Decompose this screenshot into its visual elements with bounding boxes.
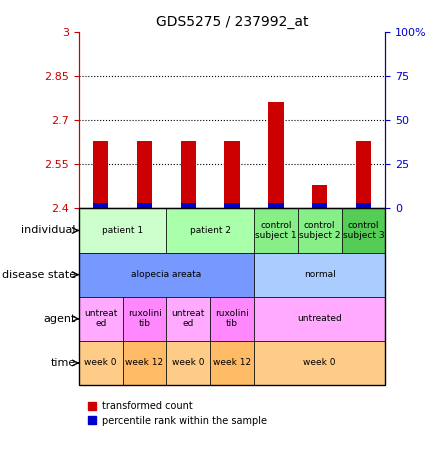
Text: untreat
ed: untreat ed bbox=[172, 309, 205, 328]
Bar bbox=[93, 203, 109, 208]
Text: week 12: week 12 bbox=[125, 358, 164, 367]
FancyBboxPatch shape bbox=[123, 297, 166, 341]
Bar bbox=[268, 203, 283, 208]
Text: patient 2: patient 2 bbox=[190, 226, 231, 235]
FancyBboxPatch shape bbox=[210, 341, 254, 385]
Bar bbox=[224, 140, 240, 208]
Bar bbox=[137, 203, 152, 208]
Text: ruxolini
tib: ruxolini tib bbox=[127, 309, 162, 328]
Text: individual: individual bbox=[21, 226, 76, 236]
Text: week 0: week 0 bbox=[304, 358, 336, 367]
FancyBboxPatch shape bbox=[166, 341, 210, 385]
FancyBboxPatch shape bbox=[166, 297, 210, 341]
Text: disease state: disease state bbox=[2, 270, 76, 280]
Text: normal: normal bbox=[304, 270, 336, 279]
Text: week 0: week 0 bbox=[172, 358, 205, 367]
FancyBboxPatch shape bbox=[79, 341, 123, 385]
Bar bbox=[137, 140, 152, 208]
Bar bbox=[312, 203, 327, 208]
Bar bbox=[312, 185, 327, 208]
Bar bbox=[180, 203, 196, 208]
FancyBboxPatch shape bbox=[254, 297, 385, 341]
FancyBboxPatch shape bbox=[254, 341, 385, 385]
Bar bbox=[180, 140, 196, 208]
Bar bbox=[356, 140, 371, 208]
Text: control
subject 2: control subject 2 bbox=[299, 221, 340, 240]
FancyBboxPatch shape bbox=[298, 208, 342, 252]
Text: alopecia areata: alopecia areata bbox=[131, 270, 201, 279]
FancyBboxPatch shape bbox=[79, 208, 166, 252]
FancyBboxPatch shape bbox=[210, 297, 254, 341]
Bar bbox=[93, 140, 109, 208]
Text: agent: agent bbox=[43, 314, 76, 324]
FancyBboxPatch shape bbox=[342, 208, 385, 252]
Text: patient 1: patient 1 bbox=[102, 226, 143, 235]
Bar bbox=[224, 203, 240, 208]
FancyBboxPatch shape bbox=[79, 252, 254, 297]
Bar bbox=[356, 203, 371, 208]
Bar bbox=[268, 102, 283, 208]
FancyBboxPatch shape bbox=[254, 252, 385, 297]
Text: week 0: week 0 bbox=[85, 358, 117, 367]
Text: control
subject 1: control subject 1 bbox=[255, 221, 297, 240]
FancyBboxPatch shape bbox=[123, 341, 166, 385]
Title: GDS5275 / 237992_at: GDS5275 / 237992_at bbox=[156, 15, 308, 29]
Text: ruxolini
tib: ruxolini tib bbox=[215, 309, 249, 328]
FancyBboxPatch shape bbox=[254, 208, 298, 252]
FancyBboxPatch shape bbox=[79, 297, 123, 341]
Text: week 12: week 12 bbox=[213, 358, 251, 367]
FancyBboxPatch shape bbox=[166, 208, 254, 252]
Text: untreated: untreated bbox=[297, 314, 342, 323]
Text: control
subject 3: control subject 3 bbox=[343, 221, 385, 240]
Text: time: time bbox=[50, 358, 76, 368]
Legend: transformed count, percentile rank within the sample: transformed count, percentile rank withi… bbox=[84, 397, 271, 429]
Text: untreat
ed: untreat ed bbox=[84, 309, 117, 328]
